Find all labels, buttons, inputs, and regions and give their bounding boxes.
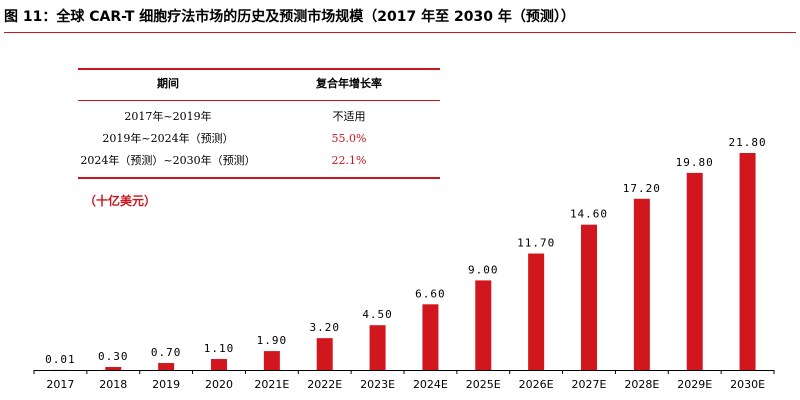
x-tick-label: 2020: [205, 378, 233, 391]
bar-2028E: [633, 198, 650, 370]
table-cell-period: 2017年~2019年: [124, 110, 212, 123]
data-label: 17.20: [623, 182, 661, 195]
data-label: 4.50: [362, 308, 393, 321]
x-tick-label: 2022E: [307, 378, 342, 391]
x-tick-label: 2021E: [254, 378, 289, 391]
bar-2029E: [686, 172, 703, 370]
x-tick-label: 2026E: [519, 378, 554, 391]
data-label: 11.70: [517, 237, 555, 250]
table-cell-rate: 55.0%: [331, 132, 367, 145]
bar-2025E: [475, 280, 492, 370]
table-cell-period: 2024年（预测）~2030年（预测）: [80, 154, 256, 167]
x-tick-label: 2028E: [624, 378, 659, 391]
x-tick-label: 2024E: [413, 378, 448, 391]
table-header-row: 期间 复合年增长率: [78, 76, 440, 92]
data-label: 14.60: [570, 208, 608, 221]
table-cell-period: 2019年~2024年（预测）: [102, 132, 234, 145]
table-header-rule: [78, 100, 440, 101]
bar-2022E: [316, 338, 333, 370]
data-label: 0.01: [45, 353, 76, 366]
bar-2018: [105, 367, 122, 370]
x-tick-label: 2025E: [466, 378, 501, 391]
table-header-period: 期间: [157, 77, 179, 90]
bar-2024E: [422, 304, 439, 370]
x-tick-label: 2018: [99, 378, 127, 391]
table-row: 2017年~2019年 不适用: [78, 109, 440, 125]
data-label: 21.80: [729, 136, 767, 149]
table-cell-rate: 不适用: [332, 110, 366, 123]
table-row: 2024年（预测）~2030年（预测） 22.1%: [78, 153, 440, 169]
table-row: 2019年~2024年（预测） 55.0%: [78, 131, 440, 147]
x-tick-label: 2019: [152, 378, 180, 391]
x-tick-label: 2029E: [677, 378, 712, 391]
figure-title: 图 11：全球 CAR-T 细胞疗法市场的历史及预测市场规模（2017 年至 2…: [4, 9, 575, 25]
data-label: 9.00: [468, 263, 499, 276]
table-bottom-rule: [78, 177, 440, 179]
unit-label: （十亿美元）: [84, 194, 157, 208]
bar-2030E: [739, 153, 756, 370]
table-header-rate: 复合年增长率: [316, 77, 382, 90]
table-cell-rate: 22.1%: [331, 154, 367, 167]
data-label: 0.70: [151, 346, 182, 359]
bar-2021E: [263, 351, 280, 370]
data-label: 6.60: [415, 287, 446, 300]
table-top-rule: [78, 68, 440, 70]
data-label: 3.20: [309, 321, 340, 334]
data-label: 1.10: [204, 342, 235, 355]
bar-2023E: [369, 325, 386, 370]
bar-2020: [211, 359, 227, 370]
x-tick-label: 2023E: [360, 378, 395, 391]
title-divider: [4, 32, 796, 33]
data-label: 0.30: [98, 350, 129, 363]
bar-2027E: [581, 224, 597, 370]
x-tick-label: 2030E: [730, 378, 765, 391]
bar-2026E: [528, 253, 545, 370]
data-label: 19.80: [676, 156, 714, 169]
x-tick-label: 2017: [46, 378, 74, 391]
data-label: 1.90: [257, 334, 288, 347]
x-tick-label: 2027E: [572, 378, 607, 391]
bar-2019: [158, 363, 175, 370]
